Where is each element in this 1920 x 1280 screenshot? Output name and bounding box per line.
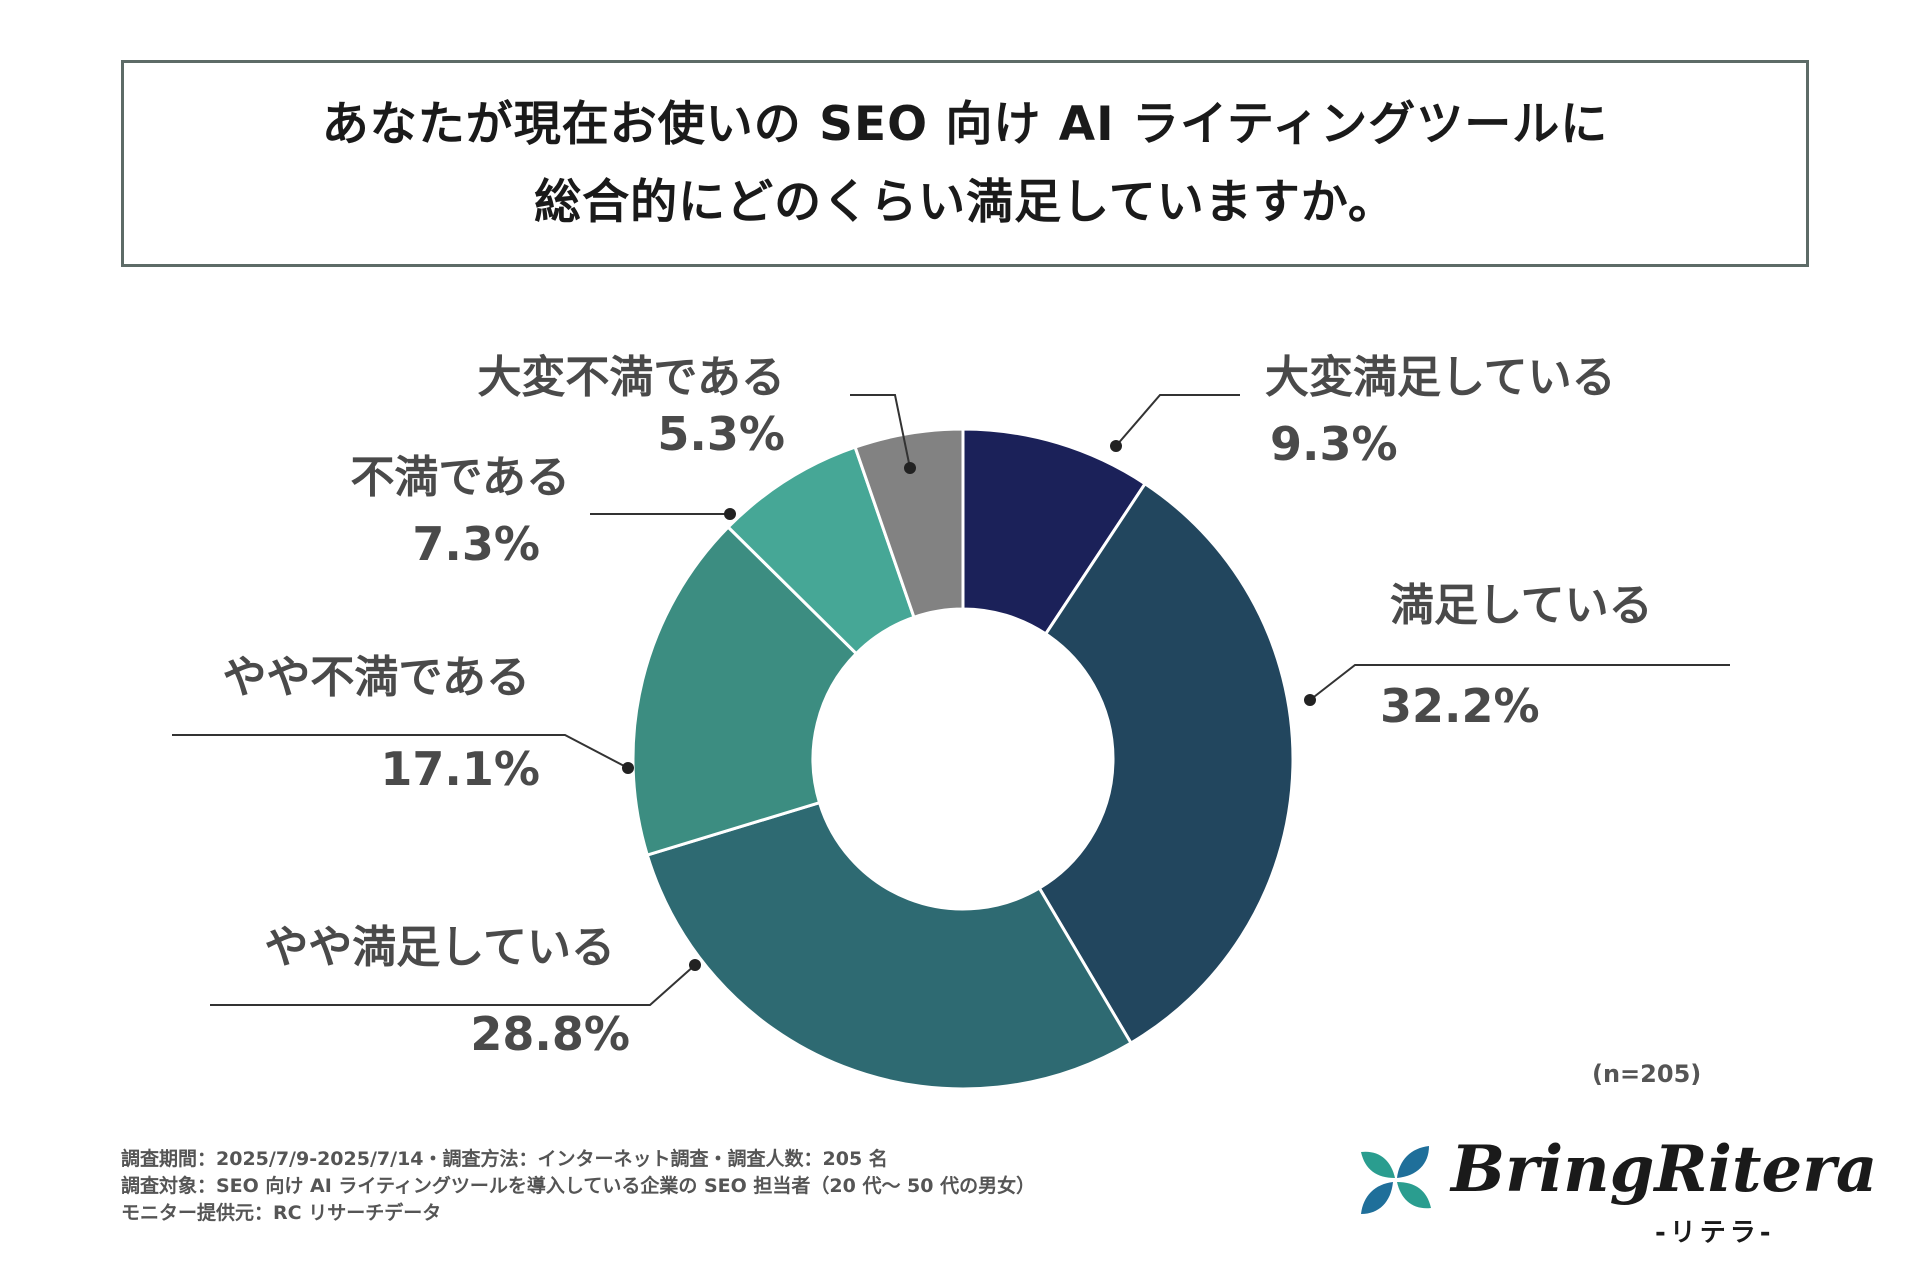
footnotes: 調査期間：2025/7/9-2025/7/14・調査方法：インターネット調査・調… xyxy=(121,1146,1035,1227)
leader-dot xyxy=(622,762,634,774)
donut-slice xyxy=(853,427,965,620)
footnote-line: 調査対象：SEO 向け AI ライティングツールを導入している企業の SEO 担… xyxy=(121,1175,1036,1197)
leader-dot xyxy=(1304,694,1316,706)
logo-text: BringRitera xyxy=(1451,1132,1878,1207)
leader-line xyxy=(172,734,629,769)
donut-slice xyxy=(1037,481,1295,1046)
chart-title-line-2: 総合的にどのくらい満足していますか。 xyxy=(534,174,1396,230)
category-label: 大変満足している xyxy=(1265,352,1616,403)
leader-dot xyxy=(724,508,736,520)
leader-dot xyxy=(904,462,916,474)
logo-subtitle: -リテラ- xyxy=(1655,1218,1775,1248)
category-label: やや満足している xyxy=(264,922,615,973)
category-label: やや不満である xyxy=(222,652,530,703)
chart-title-line-1: あなたが現在お使いの SEO 向け AI ライティングツールに xyxy=(321,96,1609,152)
leader-line xyxy=(1115,394,1240,447)
percent-label: 5.3% xyxy=(657,407,785,461)
category-label: 不満である xyxy=(350,452,570,503)
title-box: あなたが現在お使いの SEO 向け AI ライティングツールに 総合的にどのくら… xyxy=(121,60,1809,267)
donut-slice xyxy=(631,525,859,857)
leader-line xyxy=(850,394,911,469)
brand-logo: BringRitera -リテラ- xyxy=(1355,1128,1877,1248)
leader-dot xyxy=(689,959,701,971)
footnote-line: 調査期間：2025/7/9-2025/7/14・調査方法：インターネット調査・調… xyxy=(121,1148,888,1170)
percent-label: 28.8% xyxy=(470,1007,630,1061)
logo-mark-icon xyxy=(1361,1146,1431,1214)
footnote-line: モニター提供元：RC リサーチデータ xyxy=(121,1202,442,1224)
leader-line xyxy=(210,964,696,1006)
leader-line xyxy=(1309,664,1730,701)
percent-label: 7.3% xyxy=(412,517,540,571)
donut-slice xyxy=(645,800,1134,1091)
percent-label: 32.2% xyxy=(1380,679,1540,733)
leader-dot xyxy=(1110,440,1122,452)
category-label: 大変不満である xyxy=(477,352,785,403)
sample-size-label: (n=205) xyxy=(1592,1060,1702,1088)
category-label: 満足している xyxy=(1390,580,1653,631)
percent-label: 9.3% xyxy=(1270,417,1398,471)
percent-label: 17.1% xyxy=(380,742,540,796)
